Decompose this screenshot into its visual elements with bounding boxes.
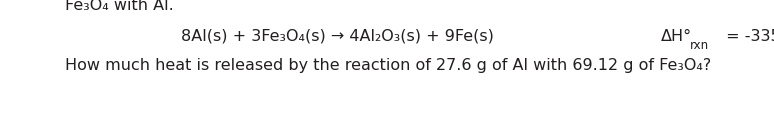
Text: ΔH°: ΔH° [661, 29, 692, 44]
Text: 8Al(s) + 3Fe₃O₄(s) → 4Al₂O₃(s) + 9Fe(s): 8Al(s) + 3Fe₃O₄(s) → 4Al₂O₃(s) + 9Fe(s) [180, 29, 494, 44]
Text: Fe₃O₄ with Al.: Fe₃O₄ with Al. [65, 0, 174, 13]
Text: How much heat is released by the reaction of 27.6 g of Al with 69.12 g of Fe₃O₄?: How much heat is released by the reactio… [65, 58, 711, 73]
Text: = -3350. kJ/mol rxn: = -3350. kJ/mol rxn [721, 29, 774, 44]
Text: rxn: rxn [690, 39, 710, 52]
